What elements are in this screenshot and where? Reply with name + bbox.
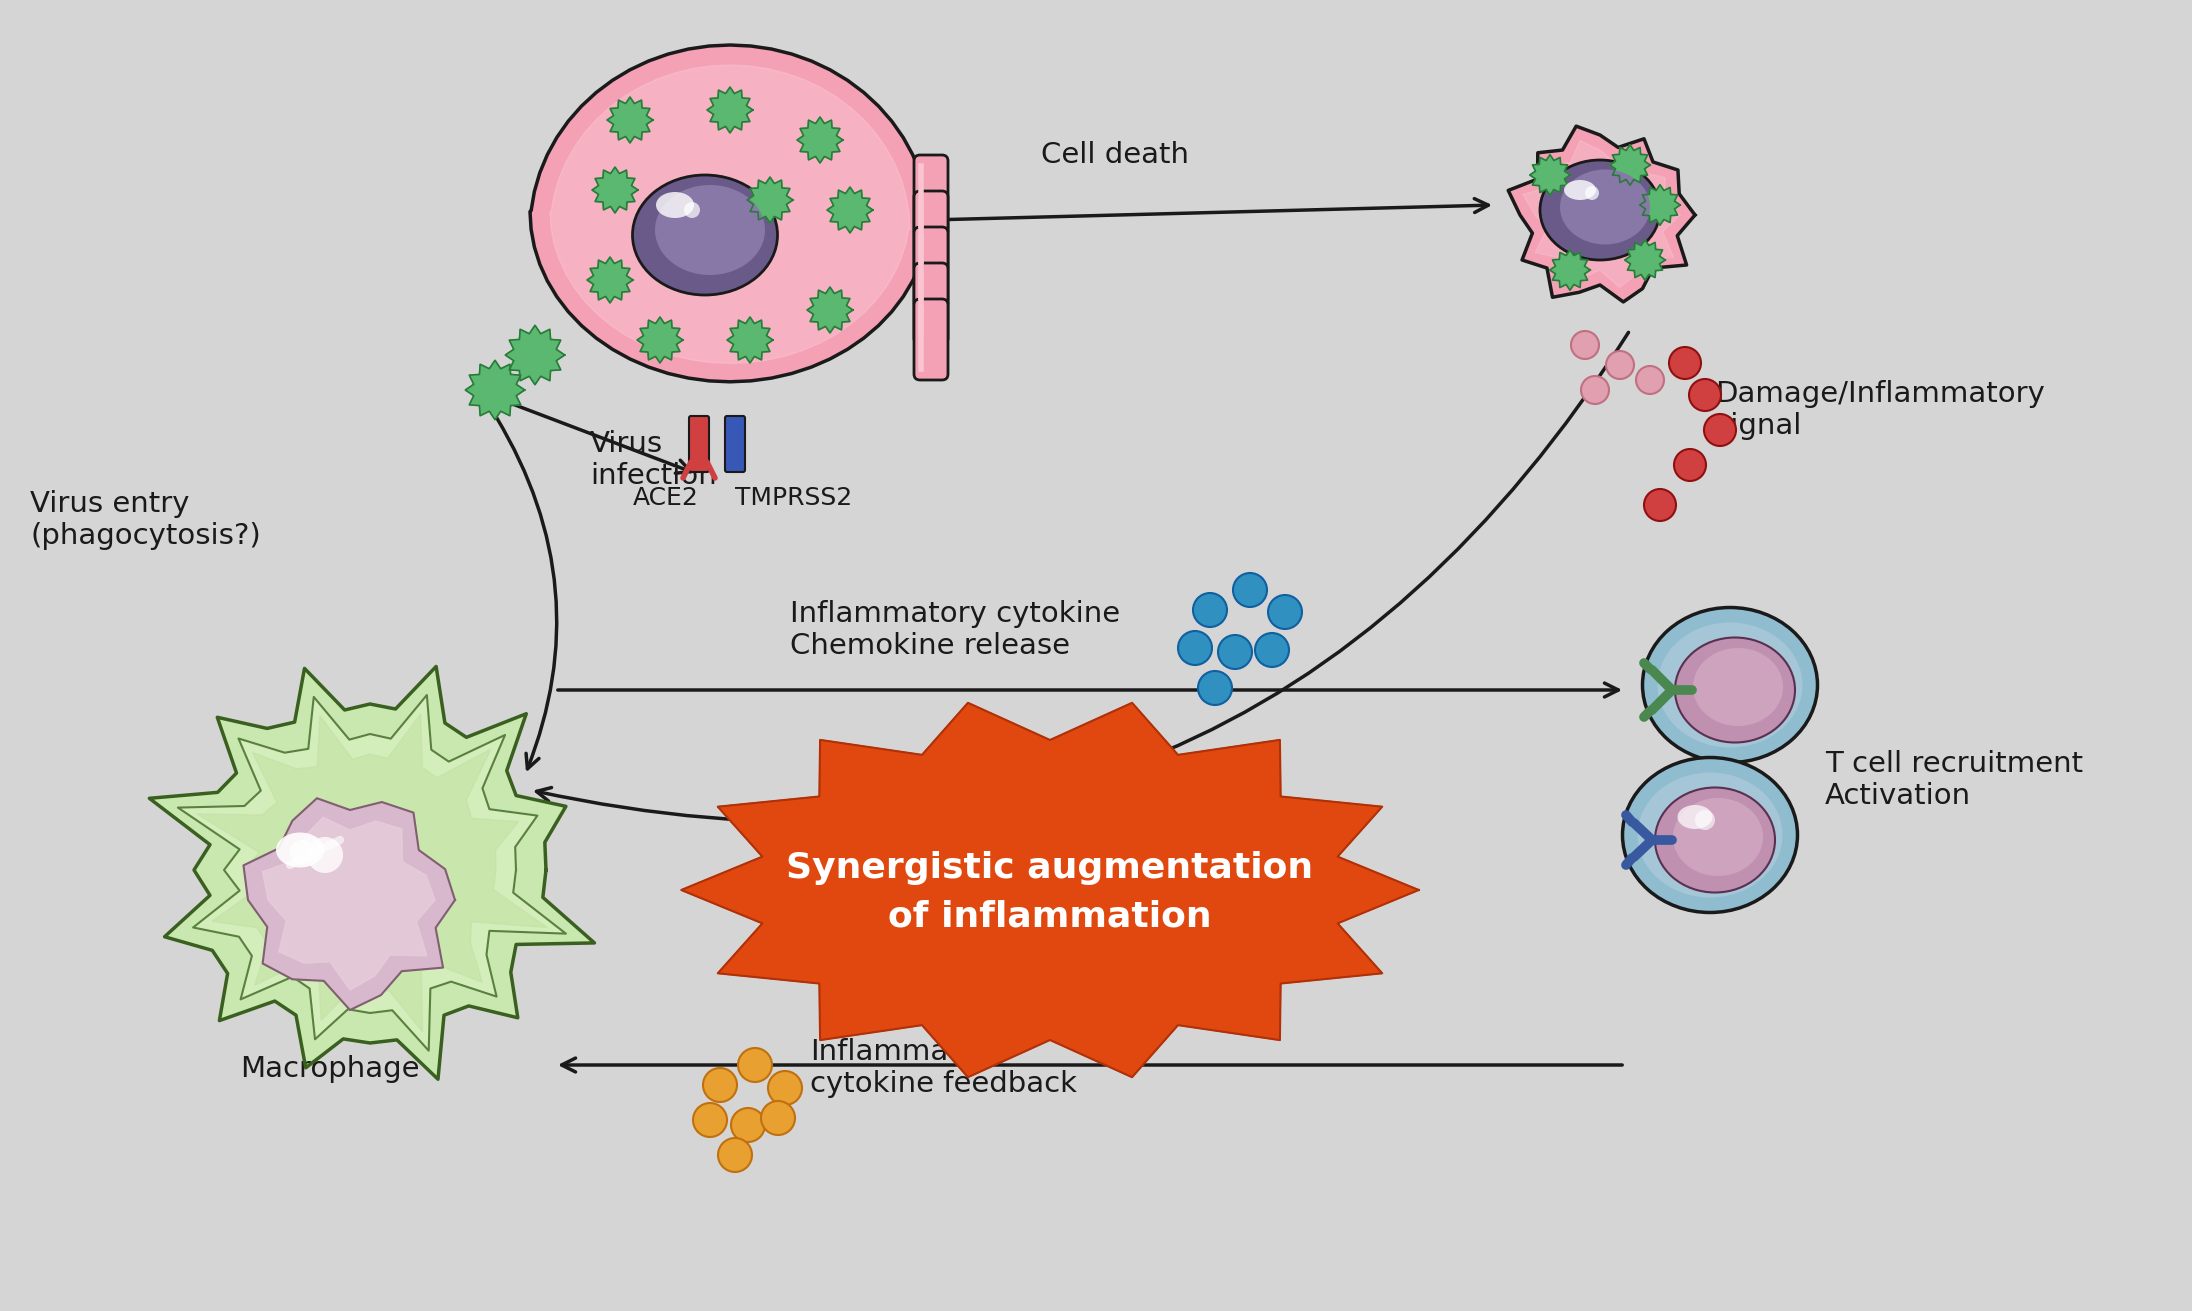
Circle shape [1232,573,1267,607]
Polygon shape [607,97,653,143]
Circle shape [1690,379,1721,412]
Ellipse shape [276,832,324,868]
Circle shape [1199,671,1232,705]
Polygon shape [682,703,1418,1078]
Ellipse shape [1675,637,1795,742]
Text: T cell recruitment
Activation: T cell recruitment Activation [1826,750,2082,810]
Ellipse shape [1541,160,1659,260]
Text: Macrophage: Macrophage [239,1055,419,1083]
Polygon shape [1530,155,1569,195]
Text: ACE2: ACE2 [633,486,699,510]
Ellipse shape [1692,648,1782,726]
Ellipse shape [633,174,778,295]
Ellipse shape [655,191,695,218]
Circle shape [1644,489,1677,520]
Ellipse shape [655,185,765,275]
Circle shape [1607,351,1633,379]
Text: Inflammatory
cytokine feedback: Inflammatory cytokine feedback [811,1038,1076,1099]
Circle shape [1192,593,1228,627]
FancyBboxPatch shape [914,155,947,236]
Circle shape [730,1108,765,1142]
Polygon shape [465,361,524,420]
Polygon shape [178,695,566,1050]
Text: Synergistic augmentation: Synergistic augmentation [787,851,1313,885]
Polygon shape [1550,250,1589,290]
FancyBboxPatch shape [726,416,745,472]
Circle shape [1668,347,1701,379]
Ellipse shape [1622,758,1797,912]
Circle shape [739,1047,772,1082]
Circle shape [1177,631,1212,665]
Ellipse shape [1637,772,1782,898]
Ellipse shape [1565,180,1596,201]
Ellipse shape [1672,798,1762,876]
Circle shape [1580,376,1609,404]
Polygon shape [506,325,566,384]
Polygon shape [1523,140,1679,287]
Polygon shape [530,45,929,382]
Polygon shape [807,287,853,333]
Polygon shape [798,117,844,163]
Circle shape [289,840,313,864]
Polygon shape [1624,240,1666,281]
Polygon shape [587,257,633,303]
Polygon shape [1640,185,1681,225]
Polygon shape [708,87,752,132]
Circle shape [307,836,342,873]
Circle shape [1267,595,1302,629]
Circle shape [684,202,699,218]
Polygon shape [243,798,456,1009]
Circle shape [704,1068,737,1103]
Circle shape [761,1101,796,1135]
Circle shape [1675,448,1705,481]
Polygon shape [728,317,774,363]
Ellipse shape [1642,607,1817,763]
Polygon shape [263,817,434,990]
FancyBboxPatch shape [914,264,947,343]
Ellipse shape [1677,805,1712,829]
Ellipse shape [1655,788,1776,893]
Circle shape [693,1103,728,1137]
Ellipse shape [1561,169,1651,244]
Ellipse shape [1657,623,1802,747]
FancyBboxPatch shape [914,299,947,380]
Text: Virus entry
(phagocytosis?): Virus entry (phagocytosis?) [31,490,261,551]
Polygon shape [638,317,684,363]
Polygon shape [747,177,794,223]
Text: Inflammatory cytokine
Chemokine release: Inflammatory cytokine Chemokine release [789,600,1120,661]
Polygon shape [149,666,594,1079]
Circle shape [1703,414,1736,446]
Text: of inflammation: of inflammation [888,899,1212,933]
Text: Cell death: Cell death [1041,142,1188,169]
Circle shape [1694,810,1714,830]
Polygon shape [197,714,546,1032]
Circle shape [767,1071,802,1105]
Circle shape [1219,635,1252,669]
Polygon shape [826,187,872,233]
Circle shape [719,1138,752,1172]
Circle shape [1635,366,1664,395]
FancyBboxPatch shape [914,191,947,271]
FancyBboxPatch shape [914,227,947,308]
Polygon shape [1609,144,1651,185]
Text: TMPRSS2: TMPRSS2 [734,486,853,510]
Polygon shape [592,166,638,212]
Text: Virus
infection: Virus infection [590,430,717,490]
Circle shape [1256,633,1289,667]
Text: Damage/Inflammatory
signal: Damage/Inflammatory signal [1714,380,2045,440]
Circle shape [1585,186,1598,201]
FancyBboxPatch shape [688,416,708,472]
Circle shape [1572,330,1598,359]
Polygon shape [1508,126,1694,302]
Polygon shape [550,66,910,363]
